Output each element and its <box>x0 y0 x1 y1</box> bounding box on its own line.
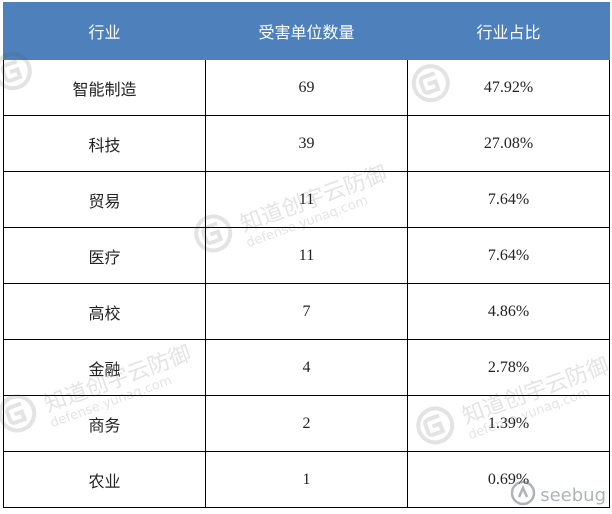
table-row: 农业 1 0.69% <box>3 451 610 508</box>
cell-count: 69 <box>205 59 408 116</box>
cell-share: 1.39% <box>407 395 610 452</box>
table-header-row: 行业 受害单位数量 行业占比 <box>3 2 610 60</box>
industry-table: 行业 受害单位数量 行业占比 智能制造 69 47.92% 科技 39 27.0… <box>3 2 610 508</box>
seebug-logo-icon <box>510 480 536 510</box>
table-row: 高校 7 4.86% <box>3 283 610 340</box>
table-row: 医疗 11 7.64% <box>3 227 610 284</box>
table-row: 智能制造 69 47.92% <box>3 59 610 116</box>
cell-industry: 医疗 <box>3 227 206 284</box>
cell-count: 7 <box>205 283 408 340</box>
cell-share: 47.92% <box>407 59 610 116</box>
cell-industry: 金融 <box>3 339 206 396</box>
table-row: 贸易 11 7.64% <box>3 171 610 228</box>
cell-industry: 农业 <box>3 451 206 508</box>
cell-count: 2 <box>205 395 408 452</box>
header-victim-count: 受害单位数量 <box>205 2 408 60</box>
cell-share: 4.86% <box>407 283 610 340</box>
cell-count: 11 <box>205 171 408 228</box>
cell-count: 11 <box>205 227 408 284</box>
seebug-logo: seebug <box>510 480 606 510</box>
cell-share: 0.69% <box>407 451 610 508</box>
cell-count: 1 <box>205 451 408 508</box>
cell-industry: 高校 <box>3 283 206 340</box>
cell-industry: 智能制造 <box>3 59 206 116</box>
seebug-logo-text: seebug <box>540 484 606 506</box>
cell-count: 39 <box>205 115 408 172</box>
cell-share: 2.78% <box>407 339 610 396</box>
cell-industry: 贸易 <box>3 171 206 228</box>
cell-share: 27.08% <box>407 115 610 172</box>
cell-count: 4 <box>205 339 408 396</box>
table-row: 金融 4 2.78% <box>3 339 610 396</box>
cell-industry: 科技 <box>3 115 206 172</box>
cell-industry: 商务 <box>3 395 206 452</box>
header-industry-share: 行业占比 <box>407 2 610 60</box>
cell-share: 7.64% <box>407 171 610 228</box>
table-row: 商务 2 1.39% <box>3 395 610 452</box>
header-industry: 行业 <box>3 2 206 60</box>
table-row: 科技 39 27.08% <box>3 115 610 172</box>
cell-share: 7.64% <box>407 227 610 284</box>
